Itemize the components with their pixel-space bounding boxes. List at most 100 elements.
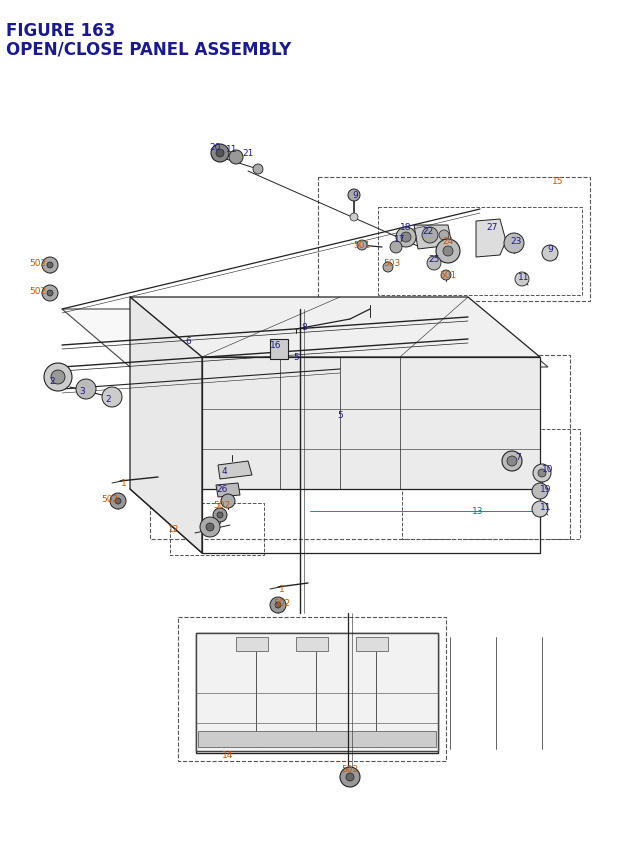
Bar — [318, 177, 590, 301]
Bar — [196, 633, 438, 753]
Bar — [356, 637, 388, 651]
Circle shape — [441, 270, 451, 281]
Text: 502: 502 — [341, 765, 358, 773]
Circle shape — [229, 151, 243, 164]
Polygon shape — [130, 298, 202, 554]
Text: 19: 19 — [540, 485, 552, 494]
Circle shape — [396, 228, 416, 248]
Bar — [150, 356, 570, 539]
Text: 18: 18 — [400, 223, 412, 232]
Polygon shape — [218, 461, 252, 480]
Circle shape — [76, 380, 96, 400]
Text: 22: 22 — [422, 227, 434, 236]
Circle shape — [532, 483, 548, 499]
Text: 502: 502 — [29, 288, 47, 296]
Text: 502: 502 — [273, 598, 291, 608]
Circle shape — [115, 499, 121, 505]
Circle shape — [346, 773, 354, 781]
Circle shape — [110, 493, 126, 510]
Circle shape — [502, 451, 522, 472]
Bar — [198, 731, 436, 747]
Text: 17: 17 — [394, 235, 406, 245]
Circle shape — [221, 494, 235, 508]
Circle shape — [217, 512, 223, 518]
Circle shape — [532, 501, 548, 517]
Text: 502: 502 — [101, 495, 118, 504]
Circle shape — [533, 464, 551, 482]
Bar — [196, 633, 438, 751]
Circle shape — [390, 242, 402, 254]
Circle shape — [42, 286, 58, 301]
Text: 10: 10 — [542, 465, 554, 474]
Text: 8: 8 — [301, 323, 307, 332]
Circle shape — [200, 517, 220, 537]
Text: 5: 5 — [293, 353, 299, 362]
Circle shape — [401, 232, 411, 243]
Text: 3: 3 — [79, 387, 85, 396]
Text: 16: 16 — [270, 341, 282, 350]
Bar — [296, 637, 328, 651]
Circle shape — [439, 231, 449, 241]
Text: 27: 27 — [486, 223, 498, 232]
Bar — [402, 430, 580, 539]
Circle shape — [383, 263, 393, 273]
Text: 7: 7 — [515, 453, 521, 462]
Text: 1: 1 — [279, 585, 285, 594]
Text: FIGURE 163: FIGURE 163 — [6, 22, 115, 40]
Circle shape — [542, 245, 558, 262]
Text: 11: 11 — [540, 503, 552, 512]
Text: 9: 9 — [352, 191, 358, 201]
Circle shape — [216, 150, 224, 158]
Circle shape — [213, 508, 227, 523]
Text: 14: 14 — [222, 751, 234, 759]
Circle shape — [436, 239, 460, 263]
Circle shape — [44, 363, 72, 392]
Circle shape — [443, 247, 453, 257]
Text: 11: 11 — [227, 146, 237, 154]
Text: 26: 26 — [216, 485, 228, 494]
Bar — [236, 637, 268, 651]
Circle shape — [270, 598, 286, 613]
Circle shape — [340, 767, 360, 787]
Circle shape — [211, 145, 229, 163]
Text: 12: 12 — [168, 525, 180, 534]
Text: 2: 2 — [105, 395, 111, 404]
Text: 15: 15 — [552, 177, 564, 186]
Text: 1: 1 — [121, 479, 127, 488]
Text: 24: 24 — [442, 238, 454, 246]
Text: 6: 6 — [185, 338, 191, 346]
Text: 23: 23 — [510, 238, 522, 246]
Text: OPEN/CLOSE PANEL ASSEMBLY: OPEN/CLOSE PANEL ASSEMBLY — [6, 40, 291, 58]
Text: 20: 20 — [209, 143, 221, 152]
Circle shape — [102, 387, 122, 407]
Circle shape — [51, 370, 65, 385]
Circle shape — [348, 189, 360, 201]
Text: 21: 21 — [243, 149, 253, 158]
Text: 13: 13 — [472, 507, 484, 516]
Circle shape — [47, 291, 53, 297]
Text: 501: 501 — [353, 241, 371, 251]
Circle shape — [504, 233, 524, 254]
Circle shape — [357, 241, 367, 251]
Polygon shape — [476, 220, 506, 257]
Circle shape — [47, 263, 53, 269]
Polygon shape — [202, 357, 540, 489]
Circle shape — [515, 273, 529, 287]
Text: 503: 503 — [383, 259, 401, 268]
Circle shape — [42, 257, 58, 274]
Circle shape — [538, 469, 546, 478]
Circle shape — [206, 523, 214, 531]
Circle shape — [275, 603, 281, 608]
Text: 25: 25 — [428, 255, 440, 264]
Circle shape — [253, 164, 263, 175]
Polygon shape — [216, 483, 240, 498]
Text: 9: 9 — [547, 245, 553, 254]
Bar — [170, 504, 264, 555]
Text: 4: 4 — [221, 467, 227, 476]
Polygon shape — [414, 226, 452, 250]
Circle shape — [427, 257, 441, 270]
Circle shape — [507, 456, 517, 467]
Text: 501: 501 — [440, 271, 456, 280]
Text: 5: 5 — [337, 411, 343, 420]
Circle shape — [422, 228, 438, 244]
